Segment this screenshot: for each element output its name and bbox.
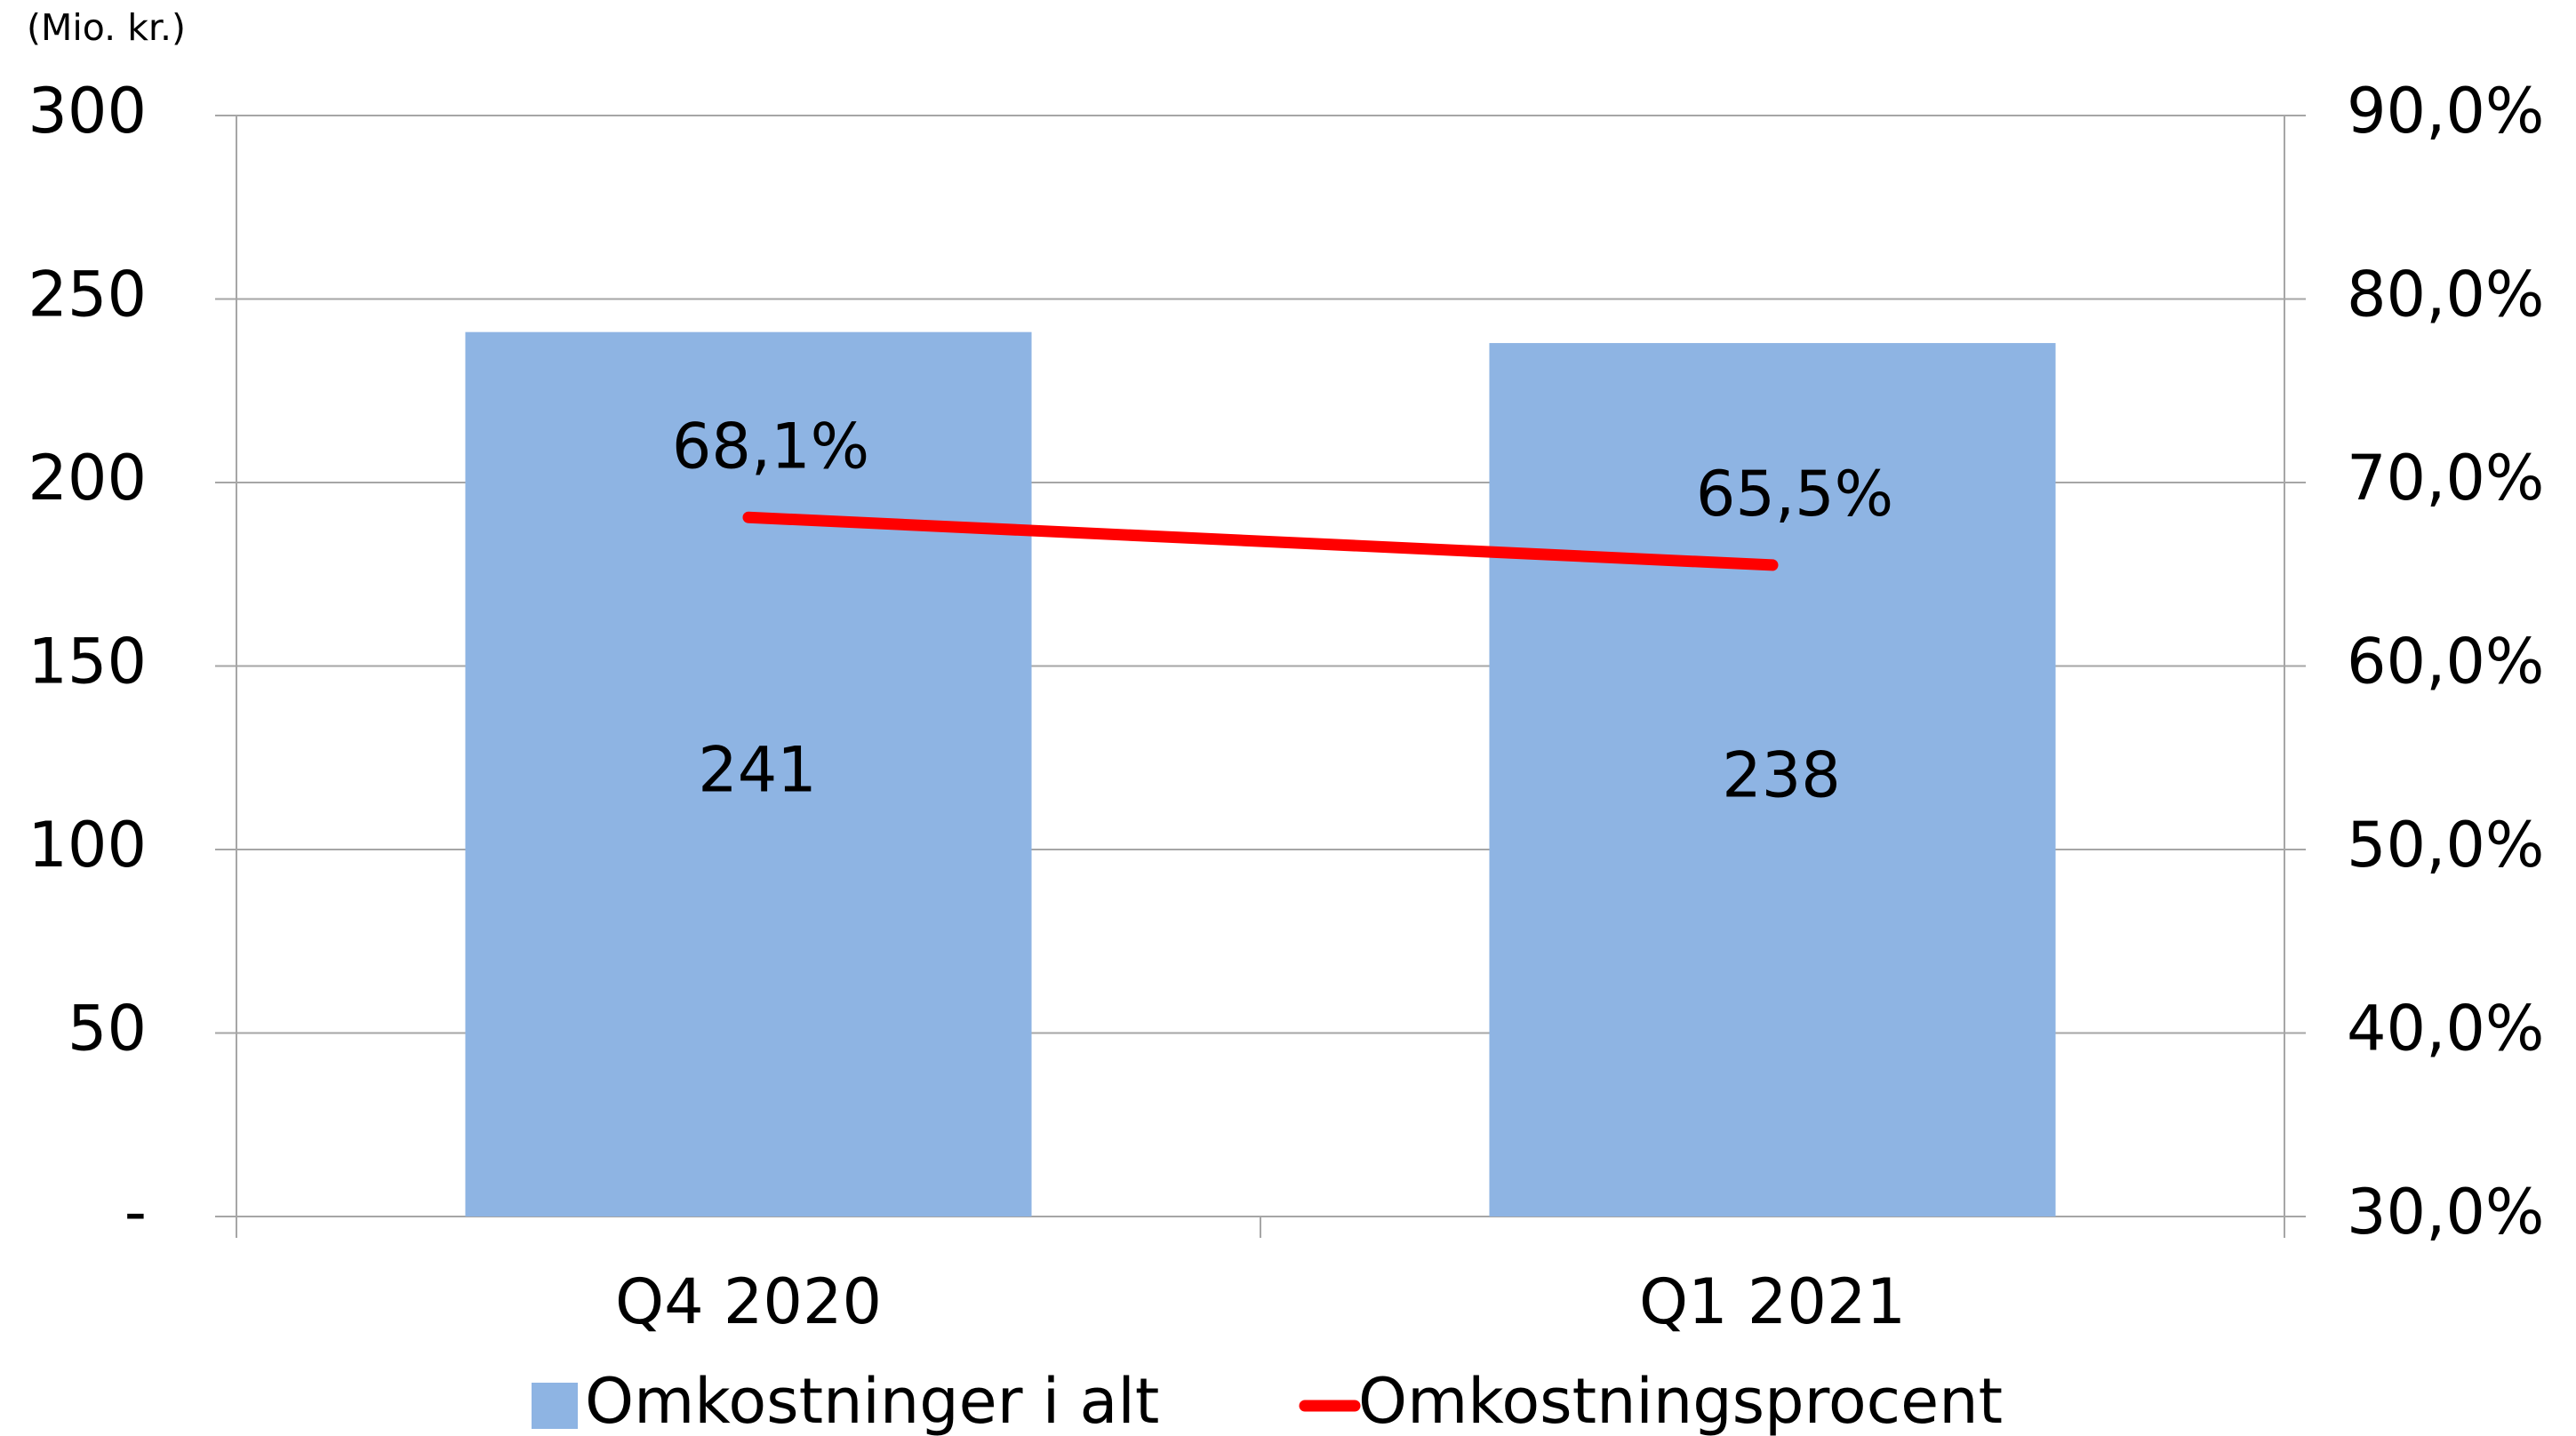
y2-tick-label: 60,0% <box>2347 626 2544 698</box>
y-tick-label: 150 <box>28 626 147 698</box>
y-tick-label: 200 <box>28 442 147 515</box>
y2-tick-label: 30,0% <box>2347 1176 2544 1249</box>
y-tick-label: 100 <box>28 809 147 882</box>
y-tick-label: - <box>124 1176 147 1249</box>
bar-value-label: 241 <box>698 733 817 806</box>
x-tick-label: Q4 2020 <box>615 1265 882 1338</box>
y2-tick-label: 40,0% <box>2347 993 2544 1065</box>
y2-tick-label: 90,0% <box>2347 75 2544 148</box>
bar-value-label: 238 <box>1722 739 1841 812</box>
y2-tick-label: 80,0% <box>2347 259 2544 331</box>
y-tick-label: 300 <box>28 75 147 148</box>
legend-label: Omkostninger i alt <box>585 1365 1159 1436</box>
y2-tick-label: 70,0% <box>2347 442 2544 515</box>
y-tick-label: 50 <box>68 993 147 1065</box>
y-tick-label: 250 <box>28 259 147 331</box>
line-value-label: 65,5% <box>1696 458 1893 531</box>
x-tick-label: Q1 2021 <box>1639 1265 1906 1338</box>
legend-label: Omkostningsprocent <box>1358 1365 2003 1436</box>
unit-label: (Mio. kr.) <box>27 6 186 49</box>
y2-tick-label: 50,0% <box>2347 809 2544 882</box>
bar <box>465 331 1032 1217</box>
bar <box>1489 343 2056 1217</box>
line <box>742 511 1779 571</box>
line-value-label: 68,1% <box>672 410 869 483</box>
legend-swatch <box>532 1383 578 1429</box>
